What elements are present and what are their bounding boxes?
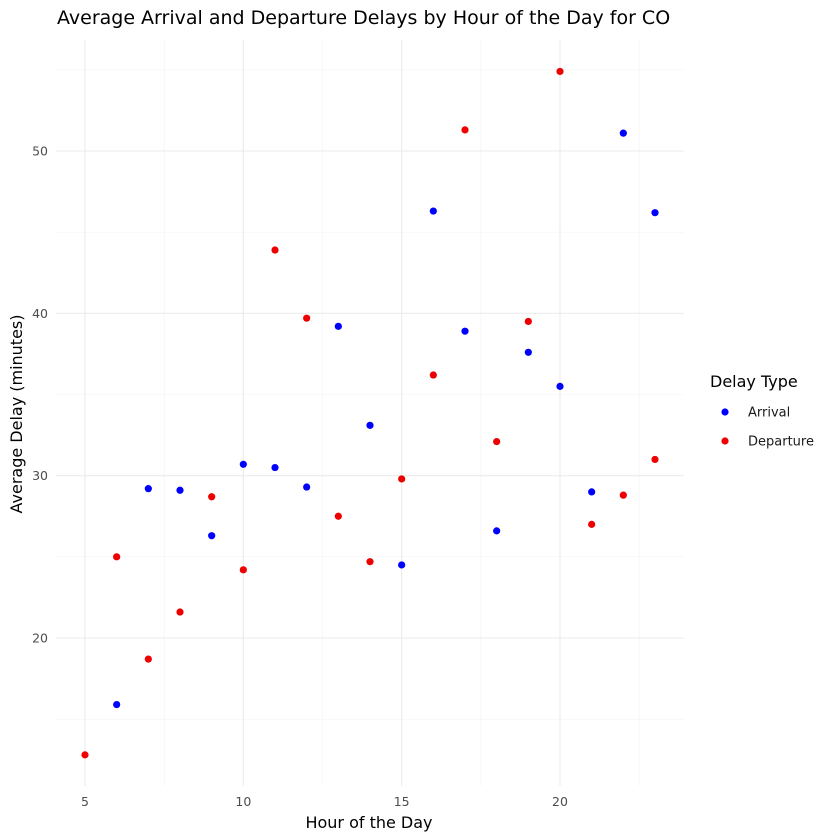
arrival-point xyxy=(651,209,659,217)
arrival-point xyxy=(208,532,216,540)
departure-point xyxy=(144,655,152,663)
departure-point xyxy=(81,751,89,759)
arrival-point xyxy=(493,527,501,535)
departure-point xyxy=(556,67,564,76)
arrival-point xyxy=(619,129,627,137)
departure-point xyxy=(429,371,437,379)
arrival-point xyxy=(176,486,184,494)
arrival-point xyxy=(524,348,532,356)
departure-point xyxy=(524,317,532,326)
gridlines xyxy=(56,40,684,786)
departure-point xyxy=(651,455,659,464)
y-tick-label: 40 xyxy=(32,306,48,321)
arrival-point xyxy=(366,421,374,429)
arrival-point xyxy=(461,327,469,335)
legend-key-arrival xyxy=(721,408,729,416)
departure-point xyxy=(303,314,311,322)
departure-point xyxy=(239,566,247,574)
arrival-point xyxy=(113,700,121,709)
departure-point xyxy=(493,437,501,446)
chart-title: Average Arrival and Departure Delays by … xyxy=(57,7,670,29)
tick-labels: 5 10 15 20 20 30 40 50 xyxy=(32,144,568,809)
arrival-point xyxy=(334,322,342,330)
x-tick-label: 20 xyxy=(552,794,568,809)
arrival-point xyxy=(144,485,152,493)
y-tick-label: 20 xyxy=(32,631,48,646)
departure-point xyxy=(113,553,121,561)
departure-point xyxy=(619,491,627,499)
legend-label-departure: Departure xyxy=(748,435,814,450)
arrival-point xyxy=(429,207,437,215)
arrival-point xyxy=(271,463,279,472)
legend-label-arrival: Arrival xyxy=(748,406,790,421)
departure-point xyxy=(271,246,279,254)
legend: Delay Type Arrival Departure xyxy=(710,372,814,450)
y-axis-title: Average Delay (minutes) xyxy=(7,314,26,513)
departure-point xyxy=(588,520,596,528)
departure-point xyxy=(366,558,374,566)
x-tick-label: 5 xyxy=(81,794,89,809)
arrival-point xyxy=(303,483,311,491)
arrival-point xyxy=(398,561,406,569)
x-axis-title: Hour of the Day xyxy=(305,813,432,832)
arrival-point xyxy=(556,382,564,390)
legend-key-departure xyxy=(721,437,729,445)
data-points xyxy=(81,67,659,759)
legend-items: Arrival Departure xyxy=(721,406,814,450)
departure-point xyxy=(398,475,406,483)
arrival-point xyxy=(239,460,247,468)
y-tick-label: 30 xyxy=(32,468,48,483)
y-tick-label: 50 xyxy=(32,144,48,159)
legend-title: Delay Type xyxy=(710,372,798,391)
departure-point xyxy=(176,608,184,616)
x-tick-label: 10 xyxy=(235,794,251,809)
departure-point xyxy=(208,493,216,501)
departure-point xyxy=(334,512,342,520)
arrival-point xyxy=(588,488,596,496)
x-tick-label: 15 xyxy=(394,794,410,809)
departure-point xyxy=(461,126,469,134)
